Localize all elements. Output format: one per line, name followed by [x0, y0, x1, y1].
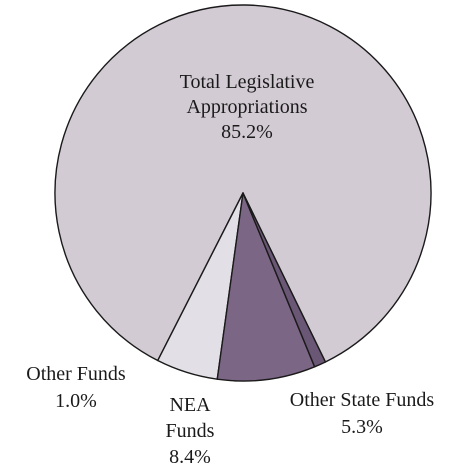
label-total-legislative-appropriations-line-1: Total Legislative	[180, 71, 315, 93]
label-nea-funds-value: 8.4%	[169, 446, 211, 468]
slice-total-legislative-appropriations	[54, 4, 432, 363]
label-nea-funds-line-2: Funds	[166, 420, 215, 442]
label-other-funds-line-1: Other Funds	[26, 363, 126, 385]
label-total-legislative-appropriations-value: 85.2%	[221, 121, 273, 143]
pie-slices	[54, 4, 432, 382]
pie-labels: Total Legislative Appropriations 85.2% Othe…	[26, 71, 434, 468]
label-other-state-funds-value: 5.3%	[341, 416, 383, 438]
label-other-funds-value: 1.0%	[55, 390, 97, 412]
label-other-state-funds-line-1: Other State Funds	[290, 389, 435, 411]
slice-other-funds	[242, 192, 327, 368]
label-nea-funds-line-1: NEA	[169, 394, 211, 416]
slice-nea-funds	[216, 192, 316, 382]
label-total-legislative-appropriations-line-2: Appropriations	[186, 96, 307, 118]
